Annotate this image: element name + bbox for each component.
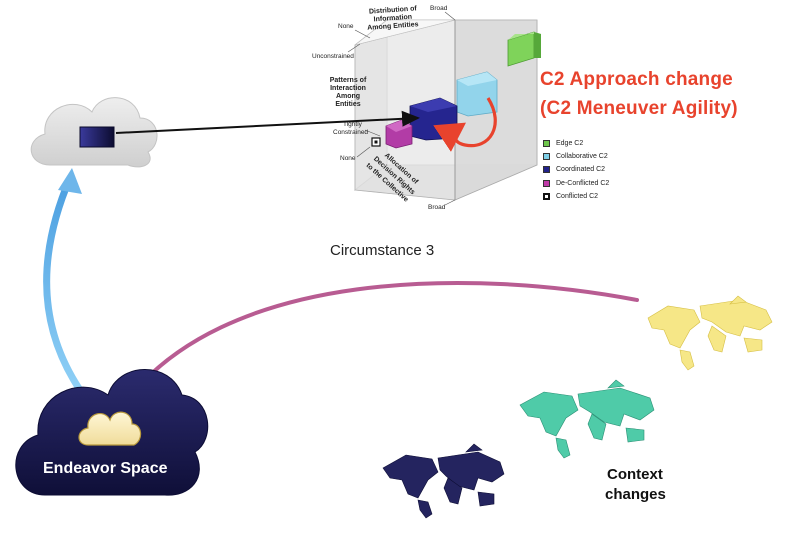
- blue-arrow-head: [58, 168, 82, 194]
- tick-constrained: Constrained: [333, 129, 368, 136]
- legend-label: De-Conflicted C2: [556, 179, 610, 187]
- tick-none-top: None: [338, 23, 354, 30]
- axis-left-line3: Among: [336, 93, 360, 100]
- legend-swatch: [543, 166, 550, 174]
- red-change-arrow: [433, 97, 497, 152]
- legend-item-coordinated: Coordinated C2: [543, 163, 609, 176]
- legend-swatch: [543, 179, 550, 187]
- c2-cube: Distribution of Information Among Entiti…: [312, 5, 541, 211]
- world-map-yellow: [647, 295, 773, 371]
- legend-swatch: [543, 192, 550, 200]
- black-link-arrow: [115, 110, 420, 134]
- tick-tightly: Tightly: [343, 121, 363, 128]
- world-map-navy: [382, 443, 505, 519]
- purple-arrow: [118, 280, 639, 412]
- endeavor-label: Endeavor Space: [43, 460, 168, 477]
- legend-swatch: [543, 140, 550, 148]
- legend-item-conflicted: Conflicted C2: [543, 190, 609, 203]
- circumstance-label: Circumstance 3: [330, 242, 435, 259]
- legend-label: Conflicted C2: [556, 192, 599, 200]
- axis-left-line4: Entities: [335, 101, 360, 108]
- context-label-line2: changes: [605, 486, 666, 503]
- legend-item-de-conflicted: De-Conflicted C2: [543, 177, 609, 190]
- endeavor-cloud: [15, 369, 209, 496]
- de-conflicted-c2-block: [385, 119, 413, 149]
- legend: Edge C2 Collaborative C2 Coordinated C2 …: [543, 137, 609, 203]
- blue-up-arrow: [43, 174, 84, 394]
- title-line2: (C2 Meneuver Agility): [540, 98, 738, 119]
- axis-left-line2: Interaction: [330, 85, 366, 92]
- small-yellow-cloud: [78, 411, 142, 446]
- axis-left-line1: Patterns of: [330, 77, 367, 84]
- axis-top-line2: Information: [373, 14, 412, 24]
- c2-approach-square: [79, 126, 115, 148]
- legend-swatch: [543, 153, 550, 161]
- edge-c2-block: [507, 31, 541, 67]
- tick-broad-bottom: Broad: [428, 204, 446, 211]
- world-map-teal: [519, 379, 655, 459]
- context-label-line1: Context: [607, 466, 663, 483]
- axis-top-line1: Distribution of: [369, 5, 418, 15]
- legend-label: Collaborative C2: [556, 153, 608, 161]
- cube-top-face: [354, 19, 537, 46]
- tick-unconstrained: Unconstrained: [312, 53, 354, 60]
- legend-label: Coordinated C2: [556, 166, 606, 174]
- c2-cloud: [30, 97, 158, 168]
- collaborative-c2-block: [456, 71, 498, 117]
- legend-item-collaborative: Collaborative C2: [543, 150, 609, 163]
- legend-label: Edge C2: [556, 140, 584, 147]
- tick-broad-top: Broad: [430, 5, 448, 12]
- title-line1: C2 Approach change: [540, 69, 733, 90]
- tick-none-bottom: None: [340, 155, 356, 162]
- axis-top-line3: Among Entities: [367, 21, 419, 32]
- legend-item-edge: Edge C2: [543, 137, 609, 150]
